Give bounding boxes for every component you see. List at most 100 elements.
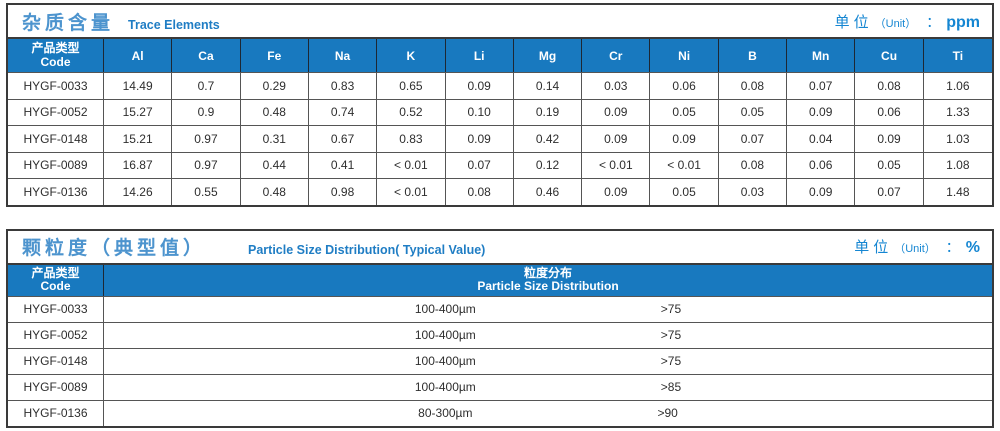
cell-na: 0.74 <box>309 99 378 125</box>
cell-ca: 0.7 <box>172 73 241 99</box>
unit-colon: ： <box>926 13 941 30</box>
table-row: HYGF-0089 16.87 0.97 0.44 0.41 < 0.01 0.… <box>8 151 992 178</box>
trace-elements-title-bar: 杂质含量 Trace Elements 单位 （Unit） ： ppm <box>8 5 992 39</box>
dist-header-cjk: 粒度分布 <box>523 265 572 280</box>
table-header-row: 产品类型 Code Al Ca Fe Na K Li Mg Cr Ni B Mn… <box>8 39 992 72</box>
table-title: 杂质含量 Trace Elements <box>22 8 220 35</box>
particle-size-title-bar: 颗粒度（典型值） Particle Size Distribution( Typ… <box>8 230 992 265</box>
distribution-cell: 80-300µm >90 <box>104 401 992 426</box>
column-header-mn: Mn <box>787 39 856 72</box>
column-header-ca: Ca <box>172 39 241 72</box>
row-code: HYGF-0136 <box>8 400 104 426</box>
cell-mn: 0.09 <box>787 179 856 205</box>
cell-ca: 0.55 <box>172 179 241 205</box>
cell-ni: 0.06 <box>650 73 719 99</box>
cell-cu: 0.09 <box>855 126 924 152</box>
column-header-code: 产品类型 Code <box>8 264 104 296</box>
cell-b: 0.03 <box>719 179 788 205</box>
cell-cu: 0.05 <box>855 152 924 178</box>
size-range: 100-400µm <box>414 354 476 368</box>
particle-size-table: 颗粒度（典型值） Particle Size Distribution( Typ… <box>6 228 994 428</box>
row-code: HYGF-0033 <box>8 73 104 99</box>
cell-k: 0.65 <box>377 73 446 99</box>
code-header-cjk: 产品类型 <box>31 265 80 280</box>
column-header-code: 产品类型 Code <box>8 39 104 72</box>
cell-ti: 1.33 <box>946 105 970 120</box>
cell-mg: 0.42 <box>514 126 583 152</box>
size-percent: >75 <box>660 302 682 316</box>
cell-b: 0.08 <box>719 152 788 178</box>
cell-k: < 0.01 <box>377 179 446 205</box>
dist-header-en: Particle Size Distribution <box>477 279 619 293</box>
cell-b: 0.08 <box>719 73 788 99</box>
cell-cu: 0.06 <box>855 99 924 125</box>
row-code: HYGF-0033 <box>8 296 104 322</box>
cell-fe: 0.44 <box>241 152 309 178</box>
distribution-cell: 100-400µm >75 <box>104 323 992 348</box>
trace-elements-table: 杂质含量 Trace Elements 单位 （Unit） ： ppm 产品类型… <box>6 3 994 207</box>
table-row: HYGF-0089 100-400µm >85 <box>8 373 992 400</box>
cell-cr: 0.09 <box>582 126 651 152</box>
cell-ca: 0.97 <box>172 126 241 152</box>
code-header-cjk: 产品类型 <box>31 41 80 55</box>
row-code: HYGF-0052 <box>8 99 104 125</box>
cell-fe: 0.29 <box>241 73 309 99</box>
unit-colon: ： <box>945 239 960 255</box>
cell-al: 15.27 <box>104 99 173 125</box>
cell-na: 0.67 <box>309 126 378 152</box>
cell-li: 0.09 <box>446 126 514 152</box>
table-title-cjk: 杂质含量 <box>22 12 115 34</box>
table-row: HYGF-0033 14.49 0.7 0.29 0.83 0.65 0.09 … <box>8 72 992 99</box>
table-title-en: Trace Elements <box>128 17 220 32</box>
unit-value: % <box>965 239 980 256</box>
cell-al: 14.26 <box>104 179 173 205</box>
table-title: 颗粒度（典型值） Particle Size Distribution( Typ… <box>22 233 485 260</box>
cell-ni: 0.09 <box>650 126 719 152</box>
table-row: HYGF-0052 15.27 0.9 0.48 0.74 0.52 0.10 … <box>8 98 992 125</box>
table-row: HYGF-0148 15.21 0.97 0.31 0.67 0.83 0.09… <box>8 125 992 152</box>
cell-cr: < 0.01 <box>582 152 651 178</box>
cell-fe: 0.48 <box>241 179 309 205</box>
size-percent: >75 <box>660 354 682 368</box>
column-header-b: B <box>719 39 788 72</box>
column-header-k: K <box>377 39 446 72</box>
cell-mg: 0.12 <box>514 152 583 178</box>
cell-k: 0.52 <box>377 99 446 125</box>
cell-na: 0.41 <box>309 152 378 178</box>
distribution-cell: 100-400µm >85 <box>104 375 992 400</box>
cell-ni: 0.05 <box>650 99 719 125</box>
row-code: HYGF-0148 <box>8 348 104 374</box>
cell-ti: 1.08 <box>946 158 970 173</box>
cell-fe: 0.31 <box>241 126 309 152</box>
unit-label-paren: （Unit） <box>894 243 936 255</box>
column-header-cr: Cr <box>582 39 651 72</box>
cell-fe: 0.48 <box>241 99 309 125</box>
cell-mg: 0.14 <box>514 73 583 99</box>
row-code: HYGF-0089 <box>8 152 104 178</box>
unit-label-paren: （Unit） <box>874 17 917 30</box>
cell-b: 0.05 <box>719 99 788 125</box>
cell-ca: 0.9 <box>172 99 241 125</box>
column-header-ti: Ti <box>952 48 964 63</box>
cell-li: 0.08 <box>446 179 514 205</box>
cell-cr: 0.09 <box>582 99 651 125</box>
cell-ni: < 0.01 <box>650 152 719 178</box>
row-code: HYGF-0089 <box>8 374 104 400</box>
cell-k: 0.83 <box>377 126 446 152</box>
cell-cu: 0.07 <box>855 179 924 205</box>
cell-li: 0.10 <box>446 99 514 125</box>
unit-label-cjk: 单位 <box>854 239 893 256</box>
column-header-li: Li <box>446 39 514 72</box>
column-header-cu: Cu <box>855 39 924 72</box>
cell-b: 0.07 <box>719 126 788 152</box>
cell-mn: 0.07 <box>787 73 856 99</box>
cell-mn: 0.09 <box>787 99 856 125</box>
distribution-cell: 100-400µm >75 <box>104 349 992 374</box>
row-code: HYGF-0052 <box>8 322 104 348</box>
cell-na: 0.83 <box>309 73 378 99</box>
column-header-al: Al <box>104 39 173 72</box>
size-percent: >90 <box>657 406 678 420</box>
code-header-en: Code <box>40 54 71 69</box>
table-row: HYGF-0136 80-300µm >90 <box>8 399 992 426</box>
unit-value: ppm <box>946 13 980 31</box>
